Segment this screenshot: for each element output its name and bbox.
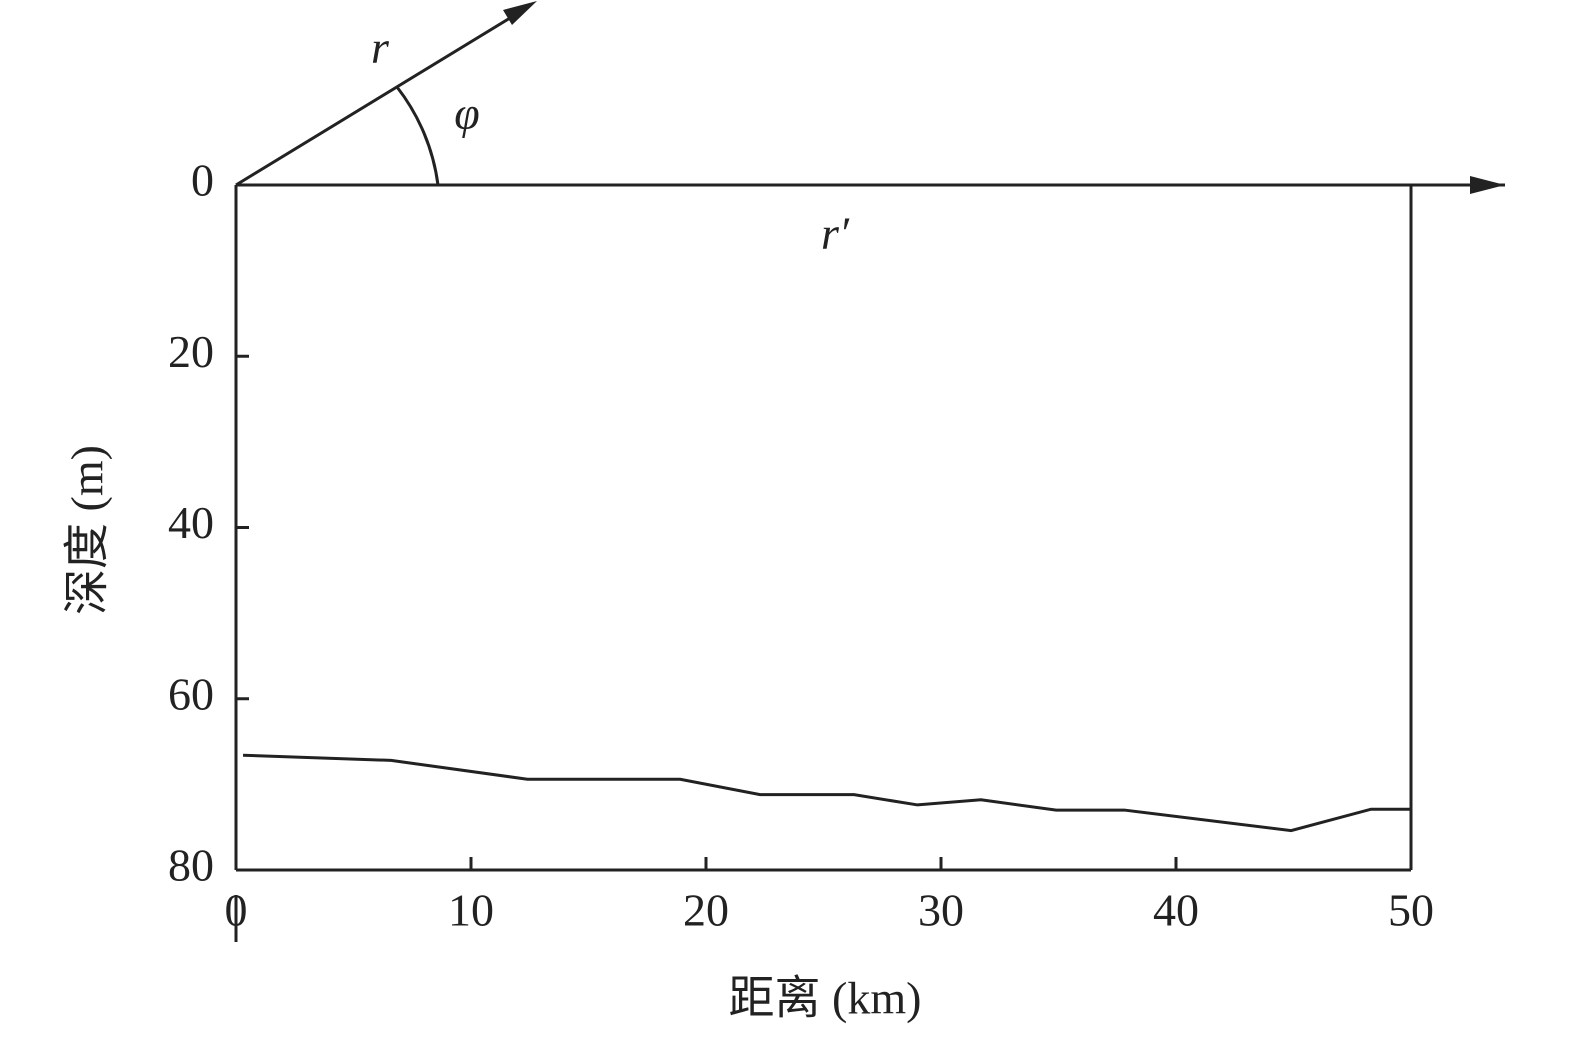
annotation: φ xyxy=(454,88,479,139)
y-tick-label: 0 xyxy=(191,155,214,206)
y-tick-label: 40 xyxy=(168,497,214,548)
x-tick-label: 20 xyxy=(683,885,729,936)
x-tick-label: 50 xyxy=(1388,885,1434,936)
axis-arrow xyxy=(1470,176,1505,194)
depth-line xyxy=(242,753,1411,833)
x-tick-label: 30 xyxy=(918,885,964,936)
annotation: r xyxy=(371,22,390,73)
r-arrowhead xyxy=(503,1,537,25)
y-tick-label: 60 xyxy=(168,668,214,719)
r-arrow xyxy=(235,13,516,187)
y-axis-label: 深度 (m) xyxy=(62,445,113,615)
y-tick-label: 20 xyxy=(168,326,214,377)
x-tick-label: 10 xyxy=(448,885,494,936)
x-tick-label: 40 xyxy=(1153,885,1199,936)
y-tick-label: 80 xyxy=(168,840,214,891)
x-tick-label: 0 xyxy=(225,885,248,936)
annotation: r′ xyxy=(821,208,850,259)
x-axis-label: 距离 (km) xyxy=(729,973,922,1024)
angle-arc xyxy=(395,86,440,186)
